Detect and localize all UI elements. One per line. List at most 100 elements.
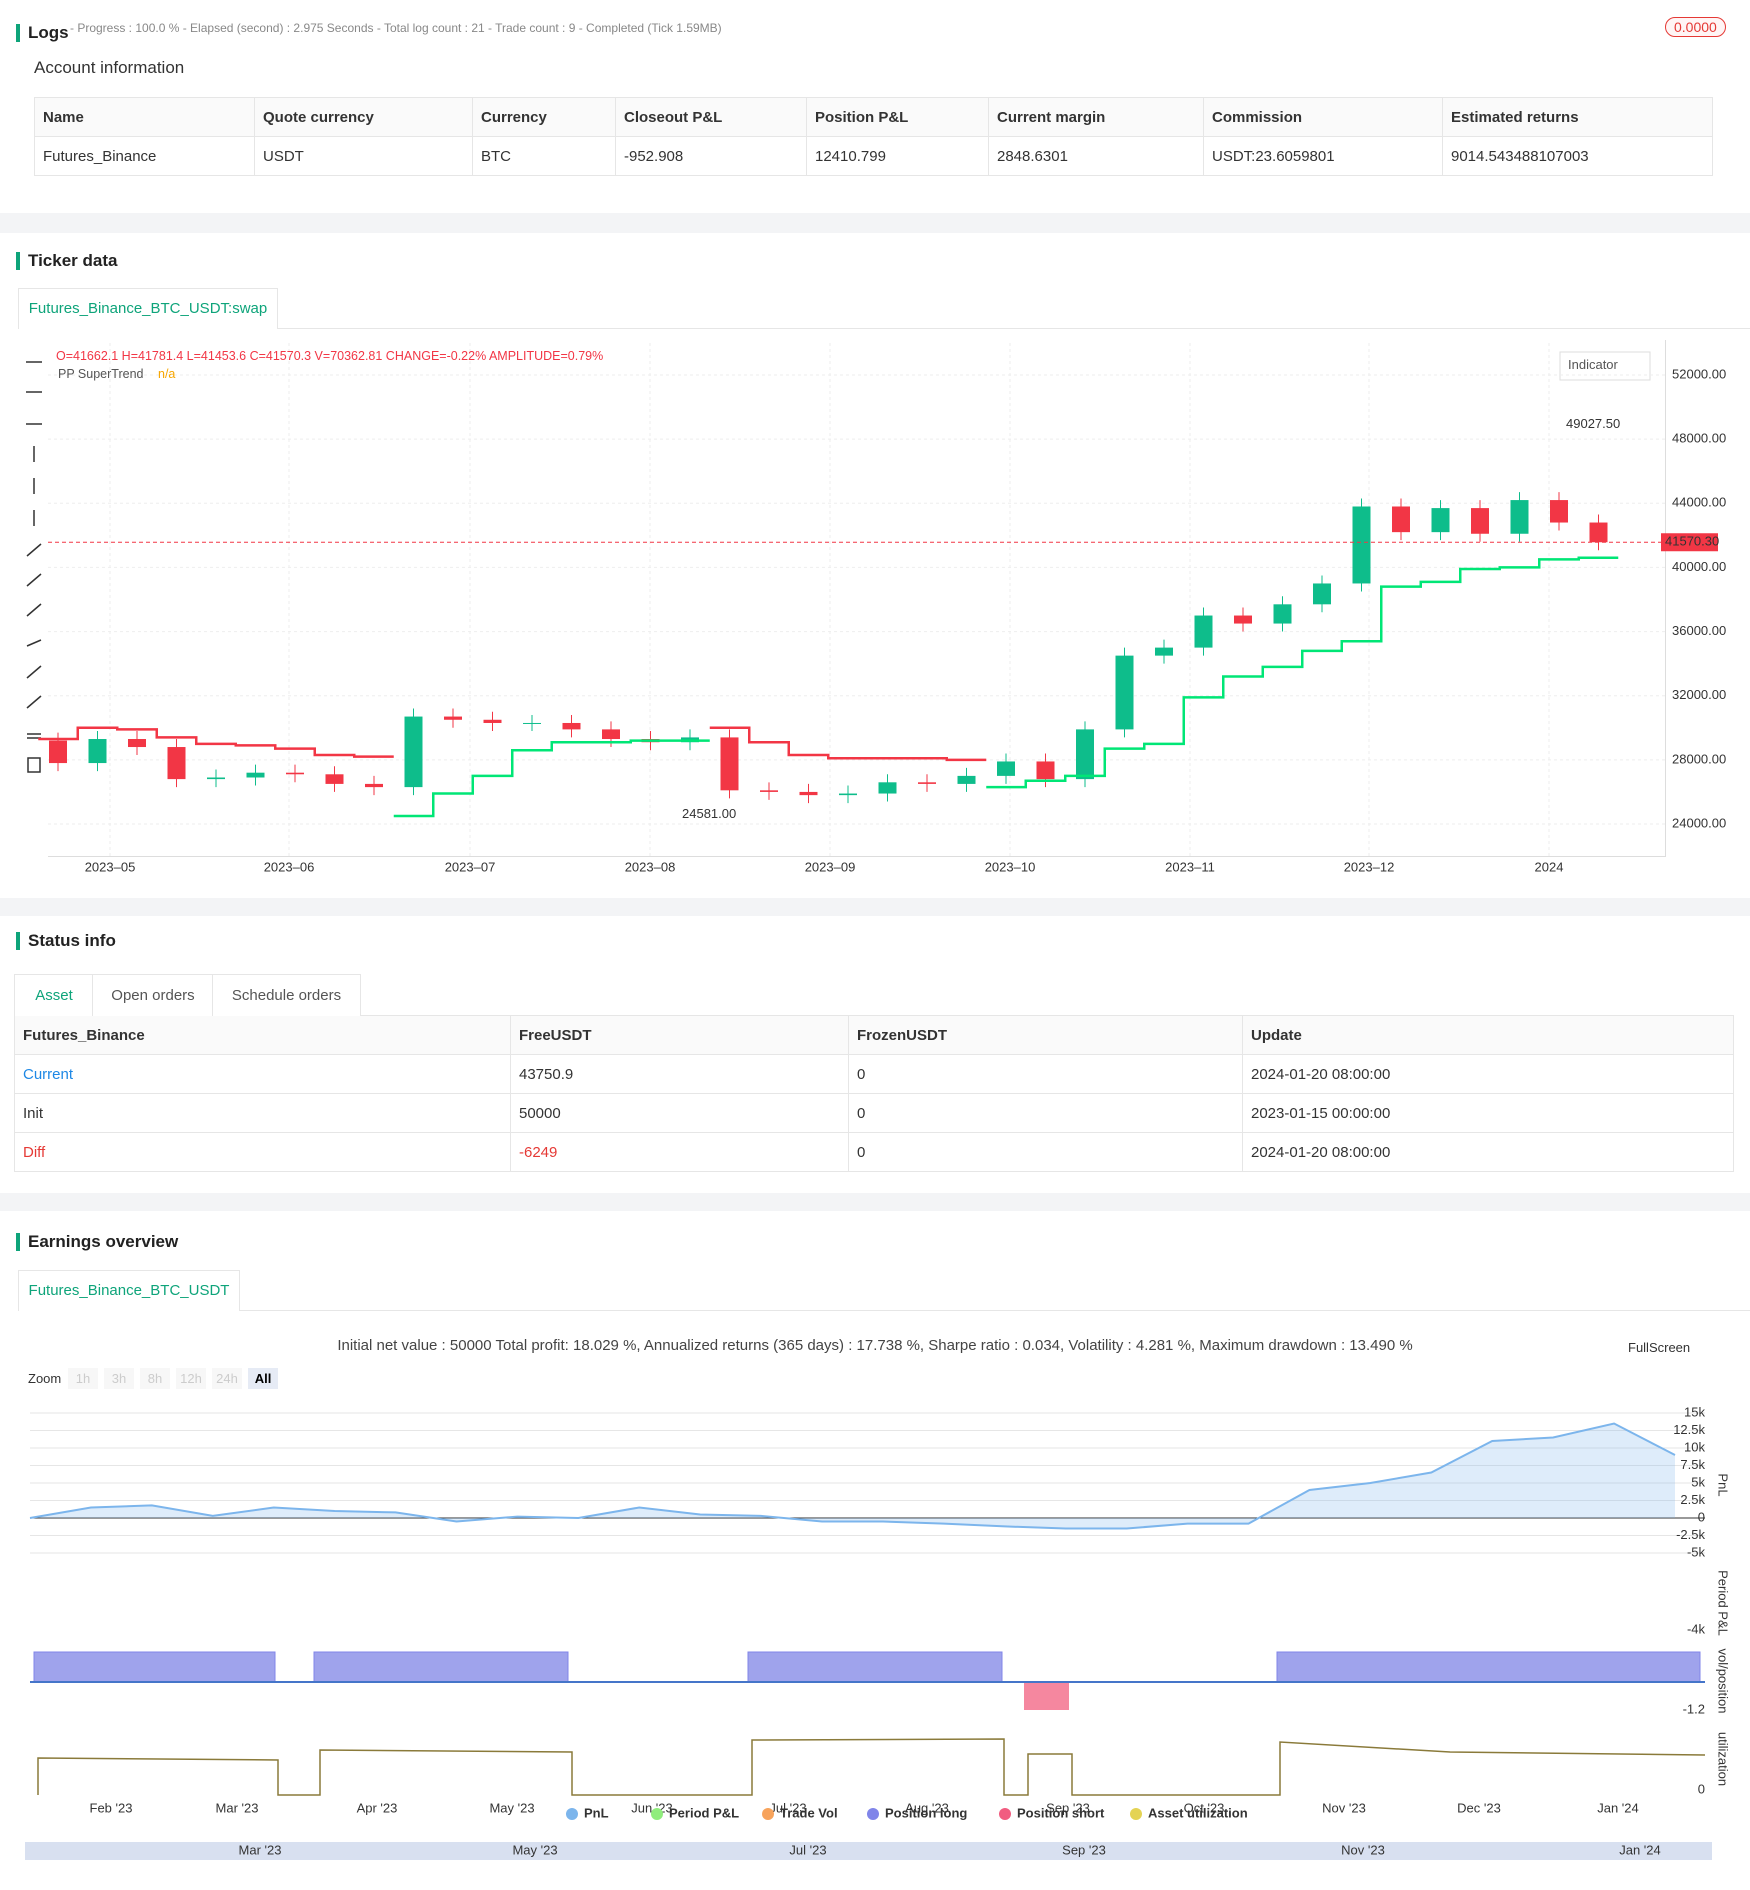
cell: Current bbox=[14, 1054, 511, 1094]
y-tick-label: 7.5k bbox=[1680, 1457, 1705, 1472]
y-tick-label: 2.5k bbox=[1680, 1492, 1705, 1507]
spacer bbox=[1665, 1326, 1705, 1327]
indicator-value: n/a bbox=[158, 367, 176, 381]
x-tick-label: 2023–08 bbox=[625, 859, 676, 874]
x-tick-label: Nov '23 bbox=[1322, 1800, 1366, 1815]
legend-label: PnL bbox=[584, 1805, 609, 1820]
header-cell: Estimated returns bbox=[1442, 97, 1713, 137]
cell: 2848.6301 bbox=[988, 136, 1204, 176]
candle bbox=[918, 782, 936, 784]
earnings-tab[interactable]: Futures_Binance_BTC_USDT bbox=[18, 1270, 240, 1311]
y-tick-label: -2.5k bbox=[1676, 1527, 1705, 1542]
logs-status: - Progress : 100.0 % - Elapsed (second) … bbox=[70, 21, 722, 35]
status-tab[interactable]: Schedule orders bbox=[212, 974, 361, 1016]
candle bbox=[1510, 500, 1529, 534]
y-tick-label: 5k bbox=[1691, 1474, 1705, 1489]
candle bbox=[1471, 508, 1489, 534]
x-tick-label: 2023–07 bbox=[445, 859, 496, 874]
candle bbox=[49, 740, 67, 764]
header-cell: Commission bbox=[1203, 97, 1443, 137]
cell: 2024-01-20 08:00:00 bbox=[1242, 1054, 1734, 1094]
y-tick-label: 10k bbox=[1684, 1439, 1705, 1454]
navigator-label: Jan '24 bbox=[1619, 1842, 1661, 1857]
cell: USDT bbox=[254, 136, 473, 176]
candle bbox=[1036, 761, 1055, 780]
zoom-label: Zoom bbox=[28, 1371, 62, 1386]
indicator-label[interactable]: Indicator bbox=[1568, 357, 1618, 372]
x-tick-label: 2023–11 bbox=[1165, 859, 1215, 874]
zoom-button[interactable]: 12h bbox=[176, 1368, 206, 1389]
status-table: Futures_Binance FreeUSDT FrozenUSDT Update C… bbox=[14, 1015, 1734, 1172]
row: Diff -6249 0 2024-01-20 08:00:00 bbox=[14, 1132, 1734, 1172]
fullscreen[interactable]: FullScreen bbox=[1628, 1340, 1691, 1355]
candle bbox=[207, 777, 225, 780]
y-tick-label: 44000.00 bbox=[1672, 495, 1726, 510]
y-tick-label: 24000.00 bbox=[1672, 815, 1726, 830]
cell: BTC bbox=[472, 136, 616, 176]
candle bbox=[1550, 500, 1568, 523]
candle bbox=[1115, 655, 1134, 730]
cell: 2023-01-15 00:00:00 bbox=[1242, 1093, 1734, 1133]
cell: 0 bbox=[848, 1132, 1243, 1172]
ticker-title: Ticker data bbox=[16, 252, 117, 270]
x-tick-label: 2023–09 bbox=[805, 859, 856, 874]
legend-dot bbox=[762, 1808, 774, 1820]
cell: 9014.543488107003 bbox=[1442, 136, 1713, 176]
candle bbox=[246, 772, 265, 778]
indicator-name: PP SuperTrend bbox=[58, 367, 144, 381]
candle bbox=[1155, 647, 1173, 656]
legend-label: Asset utilization bbox=[1148, 1805, 1248, 1820]
header-cell: Current margin bbox=[988, 97, 1204, 137]
x-tick-label: Dec '23 bbox=[1457, 1800, 1501, 1815]
x-tick-label: Oct '23 bbox=[1184, 1800, 1225, 1815]
axis-title: utilization bbox=[1716, 1732, 1731, 1786]
header-cell: Closeout P&L bbox=[615, 97, 807, 137]
cell: Init bbox=[14, 1093, 511, 1133]
header-row: Name Quote currency Currency Closeout P&L Po… bbox=[34, 97, 1713, 137]
badge: 0.0000 bbox=[1665, 17, 1726, 37]
candle bbox=[365, 783, 383, 788]
y-tick-label: 36000.00 bbox=[1672, 623, 1726, 638]
earnings-title: Earnings overview bbox=[16, 1233, 178, 1251]
x-tick-label: Jul '23 bbox=[769, 1800, 806, 1815]
status-tab[interactable]: Asset bbox=[14, 974, 94, 1016]
navigator[interactable] bbox=[25, 1842, 1712, 1860]
row: Init 50000 0 2023-01-15 00:00:00 bbox=[14, 1093, 1734, 1133]
candle bbox=[878, 782, 897, 794]
ohlc: O=41662.1 H=41781.4 L=41453.6 C=41570.3 … bbox=[56, 349, 604, 363]
axis bbox=[48, 856, 1666, 857]
pnl-line bbox=[29, 1422, 1676, 1530]
candle bbox=[325, 774, 344, 784]
status-tab[interactable]: Open orders bbox=[92, 974, 214, 1016]
cell: Futures_Binance bbox=[34, 136, 255, 176]
zoom-button[interactable]: 3h bbox=[104, 1368, 134, 1389]
ticker-tab[interactable]: Futures_Binance_BTC_USDT:swap bbox=[18, 288, 278, 329]
header-cell: Update bbox=[1242, 1015, 1734, 1055]
candle bbox=[286, 772, 304, 775]
candle bbox=[602, 729, 620, 740]
header-cell: FreeUSDT bbox=[510, 1015, 849, 1055]
zoom-button[interactable]: 1h bbox=[68, 1368, 98, 1389]
summary: Initial net value : 50000 Total profit: … bbox=[337, 1337, 1413, 1354]
candle bbox=[1431, 508, 1450, 533]
cell: -952.908 bbox=[615, 136, 807, 176]
zoom-button[interactable]: 24h bbox=[212, 1368, 242, 1389]
header-row: Futures_Binance FreeUSDT FrozenUSDT Update bbox=[14, 1015, 1734, 1055]
axis-title: vol/position bbox=[1716, 1648, 1731, 1713]
row: Current 43750.9 0 2024-01-20 08:00:00 bbox=[14, 1054, 1734, 1094]
navigator-label: Sep '23 bbox=[1062, 1842, 1106, 1857]
tab-line bbox=[18, 328, 1750, 329]
zoom-button[interactable]: All bbox=[248, 1368, 278, 1389]
tab-line bbox=[18, 1310, 1750, 1311]
status-title: Status info bbox=[16, 932, 116, 950]
legend-dot bbox=[999, 1808, 1011, 1820]
pnl-area bbox=[30, 1423, 1675, 1529]
candle bbox=[760, 790, 778, 792]
zoom-button[interactable]: 8h bbox=[140, 1368, 170, 1389]
axis bbox=[1665, 340, 1666, 856]
toolbar[interactable] bbox=[26, 361, 42, 773]
candle bbox=[562, 722, 581, 730]
candle bbox=[1352, 506, 1371, 584]
minor-label: -4k bbox=[1687, 1621, 1706, 1636]
